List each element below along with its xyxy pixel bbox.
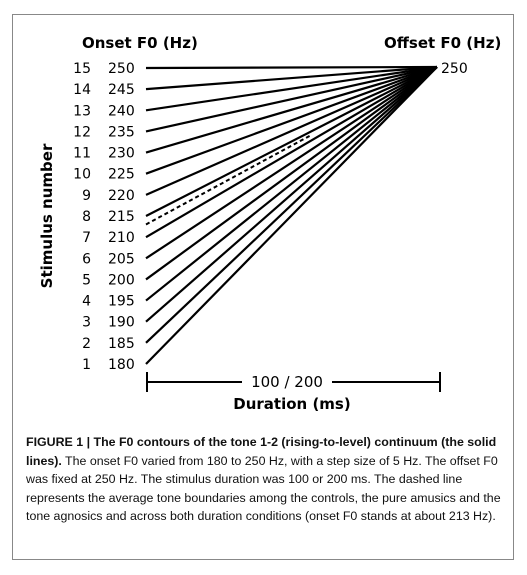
x-axis-label: Duration (ms) <box>233 395 350 413</box>
stimulus-contour-line <box>145 66 438 281</box>
onset-value-label: 220 <box>108 188 135 204</box>
stimulus-contour-line <box>145 65 438 133</box>
stimulus-contour-line <box>145 65 438 70</box>
figure-caption: FIGURE 1 | The F0 contours of the tone 1… <box>26 433 504 526</box>
tone-boundary-dashed-line <box>145 133 313 226</box>
stimulus-number-label: 15 <box>73 61 91 77</box>
onset-value-label: 240 <box>108 103 135 119</box>
onset-value-label: 250 <box>108 61 135 77</box>
onset-value-label: 200 <box>108 272 135 288</box>
onset-value-label: 190 <box>108 315 135 331</box>
onset-value-label: 185 <box>108 336 135 352</box>
stimulus-number-label: 10 <box>73 167 91 183</box>
stimulus-contour-line <box>145 65 438 154</box>
stimulus-contour-line <box>145 65 438 196</box>
stimulus-contour-line <box>145 66 438 302</box>
onset-value-label: 215 <box>108 209 135 225</box>
stimulus-contour-line <box>145 66 438 365</box>
stimulus-number-label: 9 <box>82 188 91 204</box>
onset-header: Onset F0 (Hz) <box>82 34 198 52</box>
stimulus-contour-line <box>145 65 438 112</box>
onset-value-label: 230 <box>108 146 135 162</box>
onset-value-label: 205 <box>108 251 135 267</box>
caption-body: The onset F0 varied from 180 to 250 Hz, … <box>26 453 501 524</box>
stimulus-contour-line <box>145 65 438 91</box>
stimulus-contour-line <box>145 65 438 175</box>
stimulus-number-label: 4 <box>82 294 91 310</box>
stimulus-contour-line <box>145 66 438 239</box>
stimulus-number-label: 2 <box>82 336 91 352</box>
stimulus-number-label: 11 <box>73 146 91 162</box>
offset-header: Offset F0 (Hz) <box>384 34 501 52</box>
onset-value-label: 245 <box>108 82 135 98</box>
stimulus-number-label: 3 <box>82 315 91 331</box>
onset-value-label: 225 <box>108 167 135 183</box>
stimulus-number-label: 14 <box>73 82 91 98</box>
onset-value-label: 180 <box>108 357 135 373</box>
stimulus-contour-line <box>145 66 438 260</box>
stimulus-contour-line <box>145 66 438 323</box>
offset-value-label: 250 <box>441 61 468 77</box>
onset-value-label: 195 <box>108 294 135 310</box>
stimulus-number-label: 8 <box>82 209 91 225</box>
onset-value-label: 235 <box>108 124 135 140</box>
stimulus-number-label: 1 <box>82 357 91 373</box>
caption-lead: FIGURE 1 | The F0 contours of the tone 1… <box>26 435 497 468</box>
stimulus-contour-line <box>145 66 438 217</box>
duration-bracket: 100 / 200 <box>146 372 441 392</box>
onset-value-label: 210 <box>108 230 135 246</box>
stimulus-number-label: 12 <box>73 124 91 140</box>
stimulus-contour-line <box>145 66 438 344</box>
y-axis-label: Stimulus number <box>38 143 56 288</box>
duration-value-label: 100 / 200 <box>251 373 323 391</box>
stimulus-number-label: 5 <box>82 272 91 288</box>
stimulus-number-label: 13 <box>73 103 91 119</box>
stimulus-number-label: 6 <box>82 251 91 267</box>
stimulus-number-label: 7 <box>82 230 91 246</box>
f0-contour-chart: Onset F0 (Hz) Offset F0 (Hz) Stimulus nu… <box>38 34 501 413</box>
